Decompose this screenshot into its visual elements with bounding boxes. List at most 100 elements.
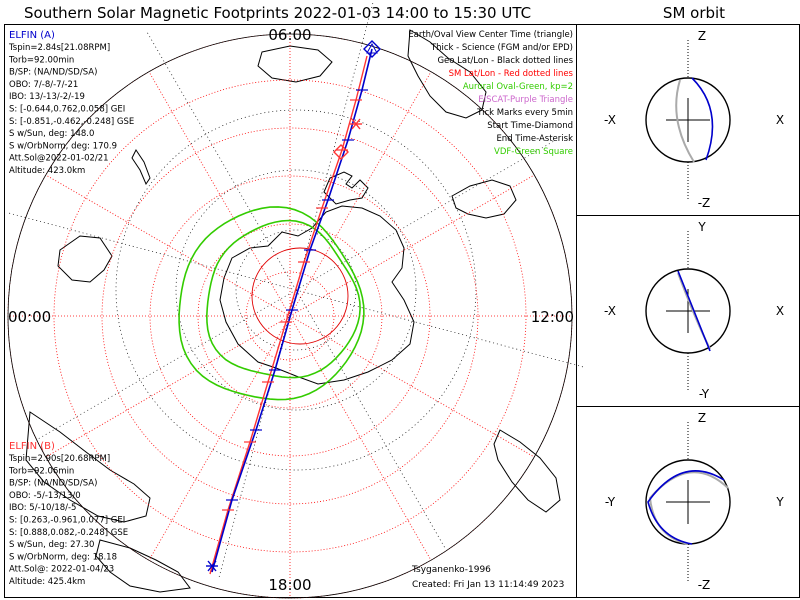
elfin-b-info-line: S: [0.263,-0.961,0.077] GEI — [9, 516, 125, 526]
auroral-ovals — [178, 206, 365, 401]
coastline-australia — [57, 235, 113, 283]
elfin-a-info-line: S w/Sun, deg: 148.0 — [9, 129, 94, 139]
sm-lat-circle — [245, 271, 335, 361]
legend-item: Tick Marks every 5min — [476, 108, 573, 118]
geo-lon-line — [295, 289, 586, 368]
axis-label-top: Z — [698, 29, 706, 43]
elfin-a-title: ELFIN (A) — [9, 30, 55, 41]
clock-label-top: 06:00 — [268, 26, 311, 44]
elfin-a-info-line: Torb=92.00min — [8, 55, 74, 65]
auroral-oval-inner — [205, 219, 361, 379]
elfin-a-info-line: S: [-0.644,0.762,0.058] GEI — [9, 105, 125, 115]
sm-lon-line — [148, 71, 291, 317]
elfin-b-info-line: Altitude: 425.4km — [9, 577, 85, 587]
sm-lat-circle — [53, 79, 527, 553]
sm-lon-line — [148, 315, 291, 561]
elfin-b-info-line: Att.Sol@: 2022-01-04/23 — [9, 565, 114, 575]
axis-label-left: -Y — [605, 495, 616, 509]
elfin-a-end-asterisk — [206, 560, 218, 572]
legend-item: VDF-Green Square — [494, 147, 573, 157]
sm-grid — [7, 33, 573, 599]
orbit-panel: Z -Z -X X — [604, 29, 784, 210]
elfin-b-info-line: OBO: -5/-13/13/0 — [9, 491, 81, 501]
sm-lon-line — [289, 315, 535, 458]
auroral-oval-outer — [178, 206, 365, 401]
axis-label-bottom: -Y — [699, 387, 710, 401]
elfin-a-info-line: B/SP: (NA/ND/SD/SA) — [9, 68, 97, 78]
elfin-b-info-line: S w/Sun, deg: 27.30 — [9, 540, 94, 550]
coastline-africa — [451, 179, 517, 219]
geo-lat-circle — [175, 169, 417, 411]
sm-lat-circle — [149, 175, 431, 457]
axis-label-bottom: -Z — [698, 196, 711, 210]
geo-lat-circle — [115, 109, 477, 471]
elfin-a-info-line: S w/OrbNorm, deg: 170.9 — [9, 141, 117, 151]
coastline-south-america — [323, 171, 369, 205]
sm-lat-circle — [101, 127, 479, 505]
orbit-trace-blue — [677, 270, 711, 352]
orbit-panel: Y -Y -X X — [604, 220, 784, 401]
legend-item: Thick - Science (FGM and/or EPD) — [430, 43, 573, 53]
sm-lon-line — [289, 174, 535, 317]
legend: Earth/Oval View Center Time (triangle) Th… — [408, 30, 573, 157]
coastline-arctic — [257, 45, 333, 83]
coastlines — [25, 29, 561, 593]
elfin-b-info-line: S w/OrbNorm, deg: 18.18 — [9, 552, 117, 562]
elfin-b-info: ELFIN (B) Tspin=2.90s[20.68RPM] Torb=92.0… — [8, 441, 128, 587]
axis-label-top: Y — [697, 220, 706, 234]
clock-label-left: 00:00 — [8, 308, 51, 326]
elfin-a-info-line: IBO: 13/-13/-2/-19 — [9, 92, 85, 102]
sm-lon-line — [289, 71, 432, 317]
elfin-b-lines: Tspin=2.90s[20.68RPM] Torb=92.06min B/SP: … — [8, 454, 128, 587]
elfin-b-end-asterisk — [350, 118, 362, 130]
axis-label-top: Z — [698, 411, 706, 425]
elfin-a-info-line: Tspin=2.84s[21.08RPM] — [8, 43, 110, 53]
polar-map — [6, 0, 586, 599]
sm-lon-line — [45, 174, 291, 317]
axis-label-right: X — [776, 304, 784, 318]
geo-lon-line — [145, 30, 297, 291]
orbit-title: SM orbit — [663, 4, 725, 22]
elfin-b-title: ELFIN (B) — [9, 441, 55, 452]
map-boundary — [7, 33, 573, 599]
elfin-b-info-line: IBO: 5/-10/18/-5 — [9, 503, 76, 513]
elfin-a-info-line: Att.Sol@2022-01-02/21 — [9, 154, 109, 164]
geo-lon-line — [295, 139, 556, 291]
clock-label-right: 12:00 — [531, 308, 574, 326]
chart-title: Southern Solar Magnetic Footprints 2022-… — [24, 4, 531, 22]
model-credit: Tsyganenko-1996 — [411, 565, 491, 575]
sm-pole-circle — [251, 247, 349, 345]
elfin-a-info-line: Altitude: 423.0km — [9, 166, 85, 176]
legend-item: EISCAT-Purple Triangle — [478, 95, 573, 105]
elfin-b-track — [209, 55, 368, 575]
geo-lon-line — [6, 212, 297, 291]
axis-label-bottom: -Z — [698, 578, 711, 592]
legend-item: SM Lat/Lon - Red dotted lines — [449, 69, 574, 79]
view-center-triangle — [366, 42, 378, 54]
axis-label-right: X — [776, 113, 784, 127]
coastline-north-america — [407, 29, 487, 119]
elfin-a-info-line: OBO: 7/-8/-7/-21 — [9, 80, 78, 90]
elfin-a-lines: Tspin=2.84s[21.08RPM] Torb=92.00min B/SP: … — [8, 43, 134, 176]
elfin-a-track — [211, 48, 373, 573]
sm-lat-circle — [197, 223, 383, 409]
created-timestamp: Created: Fri Jan 13 11:14:49 2023 — [412, 580, 564, 590]
geo-lat-circle — [235, 229, 357, 351]
axis-label-left: -X — [604, 304, 616, 318]
legend-item: Geo Lat/Lon - Black dotted lines — [437, 56, 573, 66]
coastline-antarctica — [219, 205, 415, 385]
clock-label-bottom: 18:00 — [268, 576, 311, 594]
coastline-eurasia — [25, 411, 151, 523]
geo-grid — [6, 0, 586, 580]
elfin-a-info-line: S: [-0.851,-0.462,-0.248] GSE — [9, 117, 134, 127]
orbit-panels: Z -Z -X X Y -Y -X X Z -Z -Y Y — [604, 29, 784, 592]
orbit-panel: Z -Z -Y Y — [605, 411, 784, 592]
sm-lon-line — [289, 315, 432, 561]
legend-item: End Time-Asterisk — [496, 134, 573, 144]
legend-item: Start Time-Diamond — [487, 121, 573, 131]
orbit-trace-blue — [691, 77, 714, 161]
axis-label-right: Y — [775, 495, 784, 509]
orbit-trace-blue — [647, 470, 725, 545]
coastline-east — [493, 429, 561, 513]
